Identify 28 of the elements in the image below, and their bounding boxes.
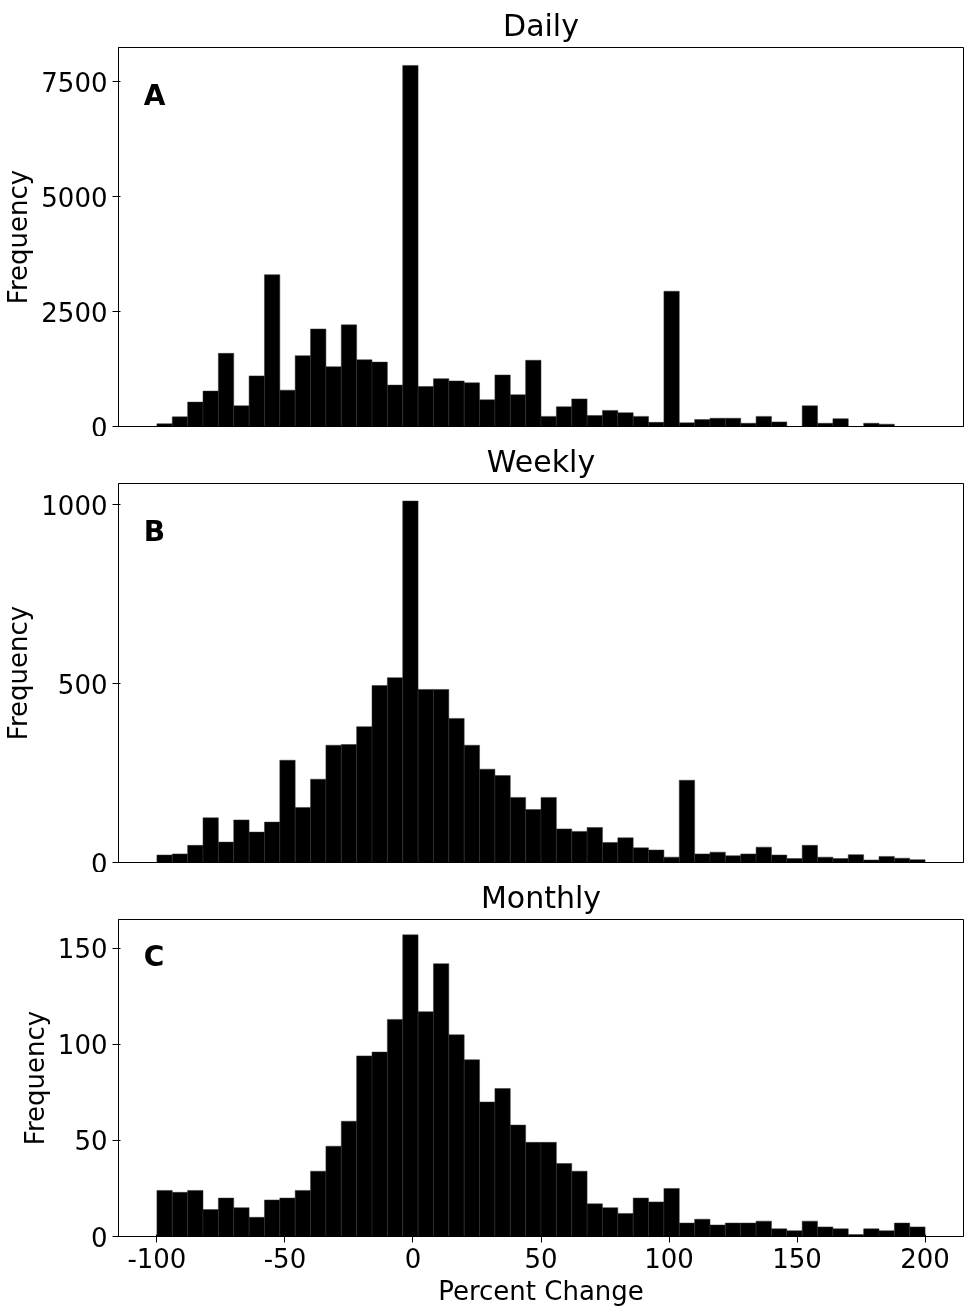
x-tick-label: -100 [127,1243,187,1274]
annotation: A [143,78,166,112]
y-tick-label: 5000 [41,182,108,213]
y-axis-title: Frequency [19,1010,50,1146]
x-tick-label: 50 [524,1243,558,1274]
y-tick-label: 150 [57,934,108,965]
annotation: C [143,940,165,974]
y-axis-title: Frequency [3,605,34,741]
y-tick-label: 50 [74,1126,108,1157]
y-tick-label: 0 [90,1222,108,1253]
x-tick-label: 150 [772,1243,822,1274]
y-tick-label: 0 [90,412,108,443]
y-tick-label: 7500 [41,67,108,98]
x-tick-label: -50 [263,1243,307,1274]
x-tick-label: 200 [900,1243,950,1274]
y-tick-label: 0 [90,848,108,879]
y-tick-label: 1000 [41,490,108,521]
x-tick-label: 100 [644,1243,694,1274]
x-axis-title: Percent Change [438,1275,644,1306]
chart-title: Monthly [480,879,602,915]
x-tick-label: 0 [404,1243,422,1274]
y-tick-label: 2500 [41,297,108,328]
annotation: B [143,514,166,548]
chart-title: Daily [503,7,579,43]
y-tick-label: 100 [57,1030,108,1061]
y-axis-title: Frequency [3,169,34,305]
chart-title: Weekly [486,443,596,479]
y-tick-label: 500 [57,669,108,700]
